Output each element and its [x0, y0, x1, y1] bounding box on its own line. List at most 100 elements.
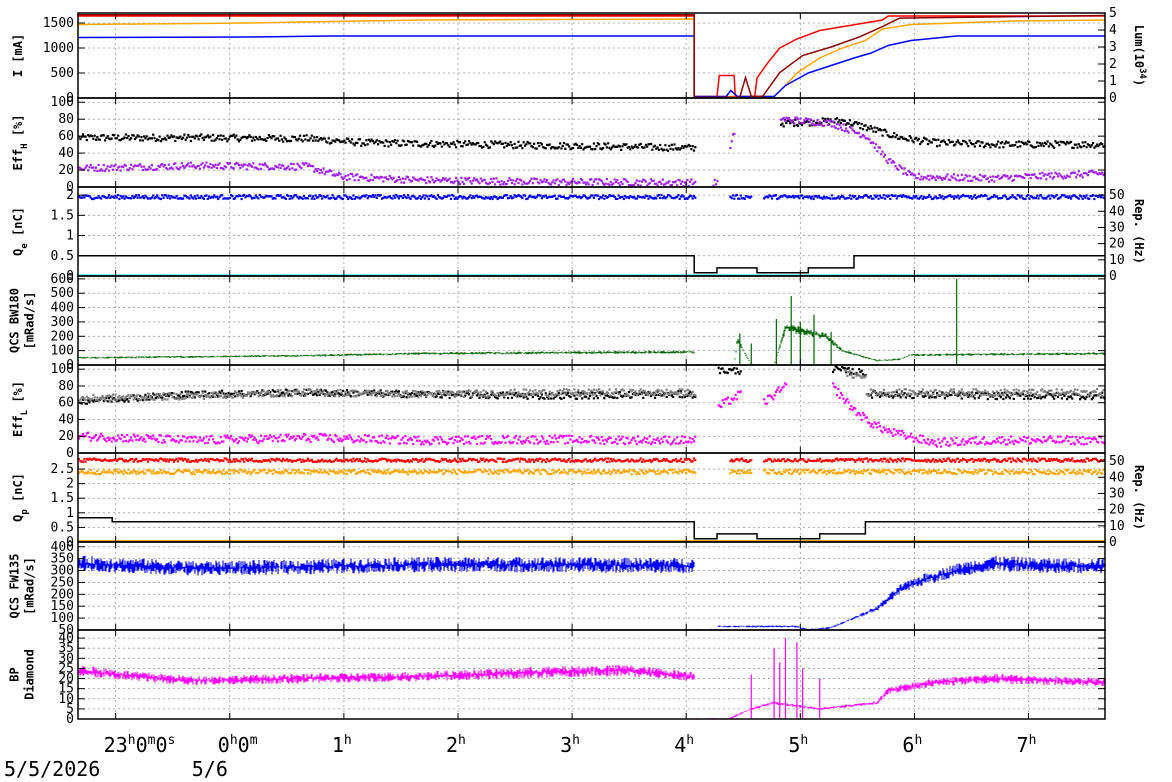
effl-series-1-point: [904, 388, 907, 391]
effh-series-0-point: [403, 140, 406, 143]
effl-series-1-point: [989, 393, 992, 396]
effl-series-0-point: [1033, 396, 1036, 399]
effh-series-0-point: [859, 127, 862, 130]
effl-series-0-point: [665, 395, 668, 399]
effh-series-1-point: [85, 164, 88, 167]
effl-series-1-point: [972, 388, 975, 391]
effh-series-1-point: [100, 168, 103, 171]
effh-series-0-point: [341, 140, 345, 143]
effh-series-1-point: [211, 164, 215, 167]
effl-series-1-point: [900, 391, 904, 394]
qe-series-0-point: [1037, 197, 1040, 200]
qe-series-0-point: [547, 196, 550, 199]
effl-series-0-point: [106, 400, 109, 403]
qe-series-0-point: [305, 197, 308, 200]
effh-series-1-point: [214, 163, 217, 166]
qe-series-0-point: [539, 194, 542, 197]
effh-series-1-point: [497, 180, 501, 184]
effh-series-1-point: [236, 162, 239, 165]
effl-series-1-point: [912, 391, 915, 394]
effh-series-1-point: [848, 125, 852, 129]
effh-series-0-point: [293, 136, 296, 139]
effl-series-0-point: [917, 392, 920, 395]
effh-series-0-point: [799, 122, 802, 125]
effh-series-1-point: [328, 169, 332, 172]
effl-series-0-point: [304, 392, 307, 395]
qe-series-0-point: [361, 195, 364, 198]
effl-series-1-point: [483, 395, 486, 398]
effh-series-0-point: [530, 145, 533, 148]
effl-series-0-point: [653, 396, 657, 399]
effl-series-1-point: [847, 371, 850, 374]
effl-series-1-point: [395, 391, 398, 395]
effl-series-1-point: [681, 388, 684, 391]
effh-series-0-point: [691, 145, 694, 148]
effl-series-0-point: [527, 393, 530, 396]
effh-series-1-point: [646, 184, 649, 187]
qe-series-0-point: [679, 195, 683, 198]
effl-series-1-point: [910, 393, 913, 396]
effl-series-2-point: [197, 439, 200, 442]
effl-series-1-point: [911, 389, 914, 392]
effh-series-1-point: [260, 167, 263, 170]
effh-series-0-point: [283, 136, 286, 139]
effl-series-0-point: [503, 396, 506, 399]
effh-series-1-point: [159, 163, 163, 166]
qe-series-0-point: [681, 194, 684, 197]
effh-series-1-point: [821, 124, 824, 127]
effh-series-0-point: [347, 137, 350, 140]
effl-series-0-point: [1101, 391, 1104, 394]
effh-series-0-point: [852, 122, 855, 125]
qe-series-0-point: [335, 197, 338, 200]
effl-series-1-point: [1086, 394, 1089, 397]
effh-series-0-point: [906, 139, 909, 142]
effh-series-1-point: [523, 182, 527, 185]
effh-series-0-point: [369, 140, 372, 143]
y2-tick-label: 3: [1109, 40, 1117, 55]
effh-series-0-point: [939, 140, 943, 143]
effl-series-1-point: [555, 393, 558, 396]
qe-series-0-point: [413, 195, 416, 198]
effh-series-0-point: [448, 145, 451, 148]
effl-series-0-point: [117, 399, 120, 402]
qe-series-0-point: [865, 194, 868, 197]
effl-series-0-point: [345, 389, 348, 392]
effh-series-0-point: [139, 139, 142, 142]
qe-series-0-point: [643, 196, 646, 199]
effl-series-0-point: [517, 393, 520, 396]
effh-series-1-point: [180, 162, 183, 165]
effh-series-0-point: [133, 137, 137, 141]
effl-series-0-point: [310, 390, 313, 393]
y2-tick-label: 5: [1109, 6, 1117, 21]
qe-series-0-point: [496, 197, 499, 201]
effh-series-1-point: [263, 162, 267, 165]
qe-series-0-point: [325, 196, 328, 199]
effl-series-0-point: [157, 393, 160, 396]
effl-series-1-point: [189, 392, 192, 396]
qe-series-0-point: [812, 197, 815, 201]
qe-series-0-point: [660, 194, 663, 197]
effh-series-0-point: [1085, 146, 1088, 149]
effh-series-1-point: [803, 119, 806, 122]
effl-series-0-point: [269, 391, 272, 394]
effh-series-1-point: [800, 122, 803, 125]
effh-series-1-point: [530, 177, 533, 180]
effh-series-1-point: [1015, 174, 1018, 177]
effl-series-1-point: [601, 390, 605, 393]
effh-series-0-point: [221, 138, 224, 141]
effl-series-1-point: [237, 392, 241, 395]
effh-series-0-point: [626, 146, 629, 149]
effl-series-1-point: [347, 393, 350, 396]
qe-series-0-point: [958, 197, 961, 200]
qe-series-0-point: [247, 195, 250, 198]
qe-series-0-point: [124, 195, 127, 198]
effh-series-0-point: [516, 146, 519, 149]
qe-series-0-point: [889, 197, 892, 200]
effl-series-2-point: [135, 438, 138, 441]
effh-series-0-point: [599, 147, 602, 150]
qe-series-0-point: [106, 196, 109, 199]
effl-series-1-point: [240, 395, 243, 398]
effl-series-1-point: [924, 392, 927, 396]
qe-series-0-point: [614, 197, 618, 200]
qe-series-0-point: [1049, 197, 1052, 200]
